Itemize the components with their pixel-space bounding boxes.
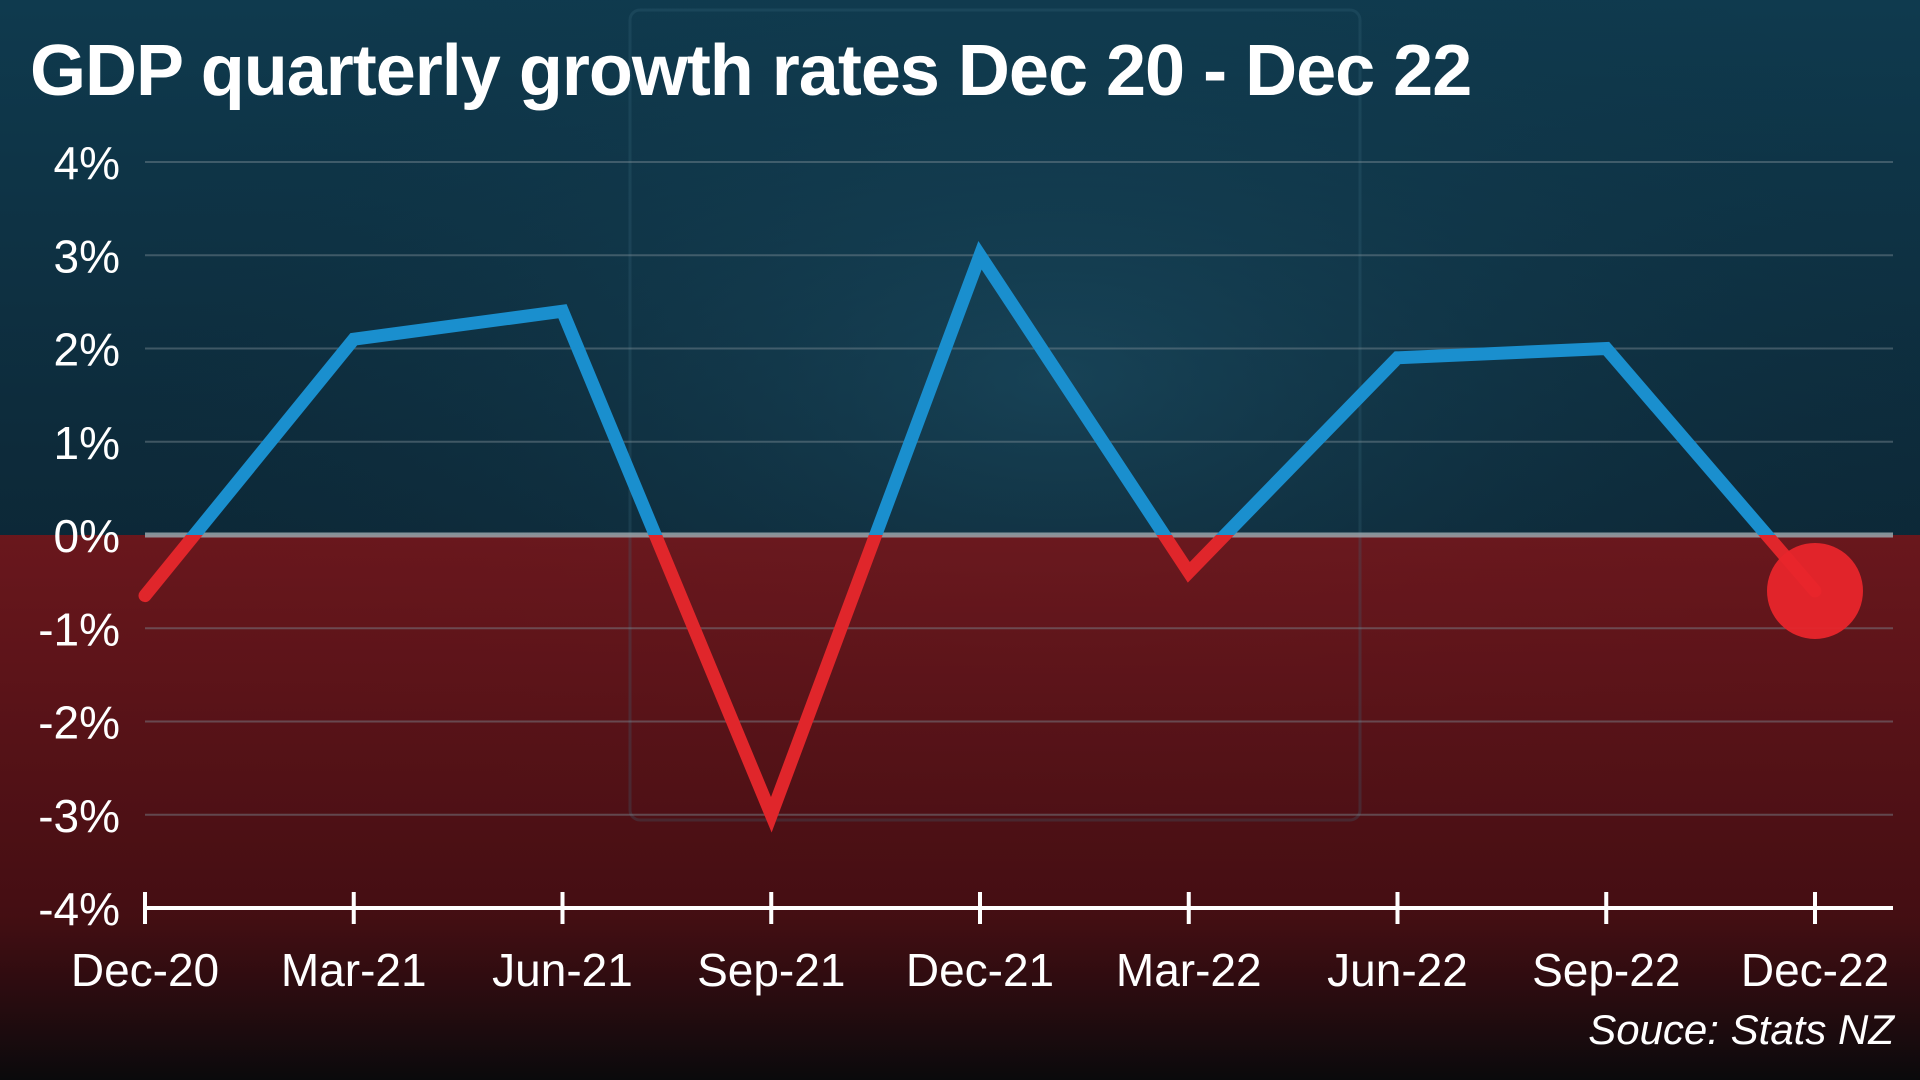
x-axis: Dec-20 Mar-21 Jun-21 Sep-21 Dec-21 Mar-22 Jun-… [71, 892, 1893, 996]
x-tick-label: Jun-21 [492, 944, 633, 996]
y-tick-label: -4% [38, 883, 120, 935]
data-point [768, 811, 775, 818]
x-tick-label: Dec-20 [71, 944, 219, 996]
y-tick-label: 0% [54, 510, 120, 562]
y-tick-label: 1% [54, 417, 120, 469]
x-tick-label: Dec-21 [906, 944, 1054, 996]
x-tick-label: Mar-22 [1116, 944, 1262, 996]
data-point [1394, 354, 1401, 361]
x-tick-label: Mar-21 [281, 944, 427, 996]
last-point-marker [1767, 542, 1863, 639]
data-point [559, 308, 566, 315]
y-tick-label: -1% [38, 603, 120, 655]
x-tick-label: Jun-22 [1327, 944, 1468, 996]
x-tick-label: Sep-21 [697, 944, 845, 996]
y-axis-tick-labels: 4% 3% 2% 1% 0% -1% -2% -3% -4% [38, 137, 120, 935]
x-tick-label: Dec-22 [1741, 944, 1889, 996]
data-point [977, 252, 983, 259]
chart-source: Souce: Stats NZ [1588, 1006, 1894, 1053]
data-point [142, 592, 148, 599]
y-tick-label: 4% [54, 137, 120, 189]
y-tick-label: -3% [38, 790, 120, 842]
y-tick-label: 2% [54, 324, 120, 376]
x-tick-label: Sep-22 [1532, 944, 1680, 996]
data-point [350, 336, 357, 343]
negative-region-band [0, 535, 1920, 1080]
chart-title: GDP quarterly growth rates Dec 20 - Dec … [30, 31, 1472, 111]
last-point-marker-group [1767, 542, 1863, 639]
y-tick-label: 3% [54, 230, 120, 282]
y-tick-label: -2% [38, 697, 120, 749]
background-screen-frame [628, 8, 1362, 822]
data-point [1185, 569, 1192, 576]
data-point [1603, 345, 1610, 352]
